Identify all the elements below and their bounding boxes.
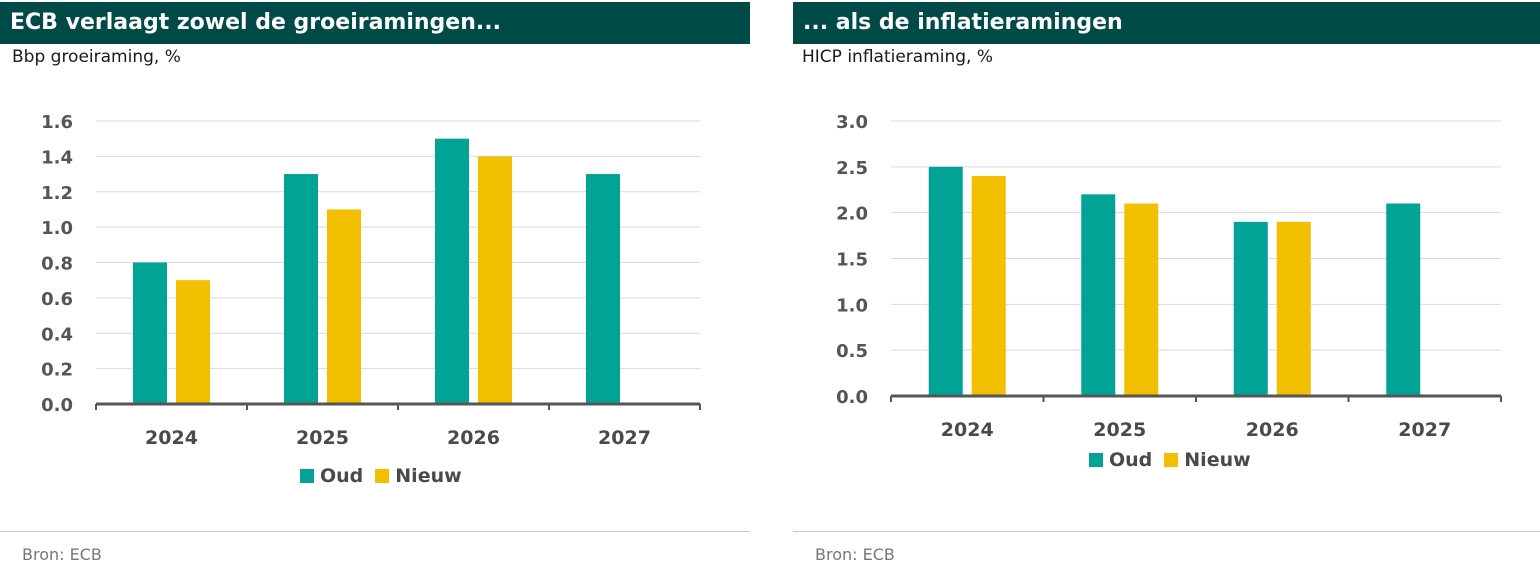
source-divider — [793, 531, 1540, 532]
legend-item-nieuw: Nieuw — [1164, 449, 1251, 471]
bar-nieuw-2024 — [971, 176, 1006, 395]
legend: Oud Nieuw — [1089, 449, 1263, 471]
left-panel: ECB verlaagt zowel de groeiramingen... B… — [0, 0, 750, 567]
x-tick-label: 2027 — [1398, 419, 1451, 441]
source-divider — [0, 531, 750, 532]
bar-oud-2024 — [928, 166, 963, 395]
panel-title: ECB verlaagt zowel de groeiramingen... — [0, 2, 750, 44]
legend-label-oud: Oud — [1109, 449, 1153, 471]
source-note: Bron: ECB — [815, 545, 895, 564]
bar-nieuw-2026 — [1276, 221, 1311, 395]
legend-swatch-nieuw — [1164, 453, 1179, 467]
legend-swatch-oud — [300, 469, 314, 483]
legend-item-oud: Oud — [300, 465, 363, 487]
bar-nieuw-2025 — [327, 209, 361, 403]
inflation-bar-chart: 0.0 0.5 1.0 1.5 2.0 2.5 3.0 2024 2025 2026 2027 — [836, 112, 1502, 441]
y-tick-label: 1.0 — [836, 295, 868, 316]
source-note: Bron: ECB — [22, 545, 102, 564]
y-tick-label: 0.0 — [41, 395, 73, 416]
y-tick-label: 1.5 — [836, 250, 868, 271]
y-tick-label: 0.6 — [41, 289, 73, 310]
y-tick-label: 0.0 — [836, 387, 868, 408]
y-tick-label: 0.5 — [836, 341, 868, 362]
y-tick-label: 0.8 — [41, 254, 73, 275]
legend-label-oud: Oud — [320, 465, 364, 487]
x-tick-label: 2026 — [1246, 419, 1299, 441]
x-tick-label: 2027 — [598, 427, 651, 449]
legend-item-oud: Oud — [1089, 449, 1152, 471]
bar-oud-2025 — [1081, 194, 1116, 395]
y-tick-label: 1.0 — [41, 218, 73, 239]
bar-nieuw-2025 — [1124, 203, 1159, 395]
legend-label-nieuw: Nieuw — [1184, 449, 1251, 471]
bar-nieuw-2024 — [176, 280, 210, 403]
bar-oud-2024 — [133, 262, 167, 403]
x-tick-label: 2025 — [1093, 419, 1146, 441]
bar-oud-2026 — [1233, 221, 1268, 395]
growth-bar-chart: 0.0 0.2 0.4 0.6 0.8 1.0 1.2 1.4 1.6 2024 2025 2026 2… — [41, 112, 701, 449]
y-tick-label: 3.0 — [836, 112, 868, 133]
legend: Oud Nieuw — [300, 465, 474, 487]
panel-subtitle: HICP inflatieraming, % — [802, 47, 994, 67]
legend-swatch-oud — [1089, 453, 1103, 467]
x-tick-label: 2024 — [145, 427, 198, 449]
panel-subtitle: Bbp groeiraming, % — [12, 47, 181, 67]
legend-label-nieuw: Nieuw — [395, 465, 462, 487]
bar-oud-2027 — [1386, 203, 1421, 395]
right-panel: ... als de inflatieramingen HICP inflati… — [793, 0, 1540, 567]
bar-oud-2027 — [586, 174, 620, 403]
y-tick-label: 1.2 — [41, 183, 73, 204]
x-tick-label: 2026 — [447, 427, 500, 449]
y-tick-label: 1.6 — [41, 112, 73, 133]
legend-item-nieuw: Nieuw — [375, 465, 462, 487]
legend-swatch-nieuw — [375, 469, 390, 483]
y-tick-label: 2.0 — [836, 204, 868, 225]
bar-oud-2025 — [284, 174, 318, 403]
bar-nieuw-2026 — [478, 156, 512, 403]
x-tick-label: 2025 — [296, 427, 349, 449]
y-tick-label: 0.2 — [41, 360, 73, 381]
panel-title: ... als de inflatieramingen — [793, 2, 1540, 44]
y-tick-label: 0.4 — [41, 324, 73, 345]
y-tick-label: 2.5 — [836, 158, 868, 179]
bar-oud-2026 — [435, 138, 469, 403]
x-tick-label: 2024 — [941, 419, 994, 441]
y-tick-label: 1.4 — [41, 147, 73, 168]
